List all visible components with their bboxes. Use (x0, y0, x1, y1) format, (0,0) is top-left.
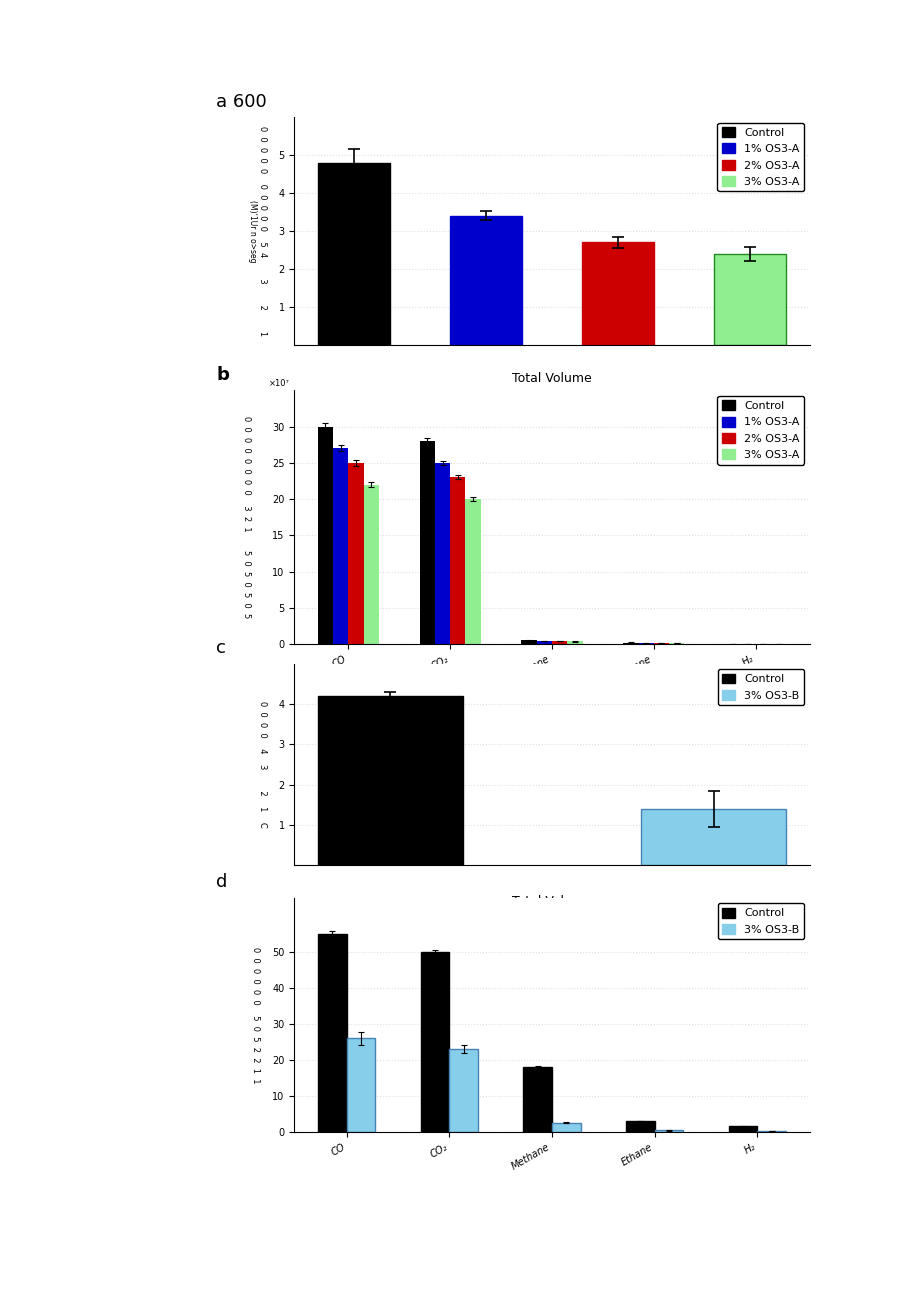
Bar (363, 484, 379, 644)
Text: ×10⁷: ×10⁷ (268, 379, 289, 388)
Text: 0  0  0  0  0  0  0  0    3  2  1       5  0  5  0  5  0  5: 0 0 0 0 0 0 0 0 3 2 1 5 0 5 0 5 0 5 (242, 416, 251, 618)
Bar (346, 1038, 375, 1132)
Bar (551, 641, 567, 644)
Bar (317, 427, 333, 644)
Text: (M)‘1Ur n o>seg: (M)‘1Ur n o>seg (248, 199, 257, 263)
Legend: Control, 3% OS3-B: Control, 3% OS3-B (717, 669, 803, 705)
Bar (448, 1049, 478, 1132)
Bar (641, 809, 786, 865)
Text: 0  0  0  0    4    3        2    1    C: 0 0 0 0 4 3 2 1 C (257, 701, 267, 827)
Bar (449, 477, 465, 644)
Bar (317, 696, 462, 865)
Text: 0  0  0  0  0  0    5  0  5  2  2  1  1: 0 0 0 0 0 0 5 0 5 2 2 1 1 (251, 947, 260, 1082)
Bar (465, 500, 481, 644)
Text: b: b (216, 366, 229, 384)
Bar (581, 242, 653, 345)
Bar (317, 934, 346, 1132)
Bar (419, 441, 435, 644)
Text: 0  0  0  0  0    0  0  0  0  0    5  4        3        2        1: 0 0 0 0 0 0 0 0 0 0 5 4 3 2 1 (257, 126, 267, 336)
Bar (625, 1121, 654, 1132)
Bar (713, 254, 786, 345)
Text: Total Volume: Total Volume (512, 895, 591, 908)
Text: Total Volume: Total Volume (512, 372, 591, 385)
Bar (567, 641, 582, 644)
Text: d: d (216, 873, 227, 891)
Legend: Control, 1% OS3-A, 2% OS3-A, 3% OS3-A: Control, 1% OS3-A, 2% OS3-A, 3% OS3-A (717, 122, 803, 191)
Bar (420, 952, 448, 1132)
Bar (449, 216, 522, 345)
Bar (523, 1067, 551, 1132)
Text: c: c (216, 639, 226, 657)
Bar (317, 163, 390, 345)
Bar (435, 463, 449, 644)
Bar (622, 643, 638, 644)
Bar (333, 449, 348, 644)
Bar (728, 1127, 756, 1132)
Bar (348, 463, 363, 644)
Bar (521, 640, 536, 644)
Bar (638, 643, 653, 644)
Text: a 600: a 600 (216, 92, 267, 111)
Bar (654, 1131, 683, 1132)
Bar (551, 1123, 580, 1132)
Bar (536, 640, 551, 644)
Legend: Control, 3% OS3-B: Control, 3% OS3-B (717, 903, 803, 939)
Legend: Control, 1% OS3-A, 2% OS3-A, 3% OS3-A: Control, 1% OS3-A, 2% OS3-A, 3% OS3-A (717, 396, 803, 464)
